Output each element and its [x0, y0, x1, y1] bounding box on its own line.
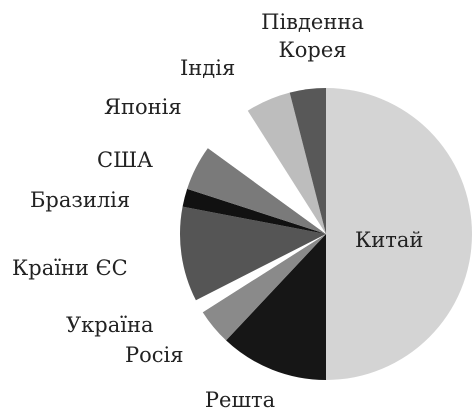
pie-slice: [202, 234, 326, 341]
slice-label: Україна: [66, 313, 154, 337]
slice-label: США: [97, 148, 153, 172]
pie-slice: [289, 88, 326, 234]
slice-label: Країни ЄС: [12, 256, 128, 280]
pie-slice: [195, 234, 326, 313]
pie-slice: [207, 110, 326, 234]
slice-label: Японія: [104, 95, 182, 119]
slice-label: Південна Корея: [261, 10, 364, 62]
pie-slice: [247, 92, 326, 235]
slice-label: Індія: [180, 56, 236, 80]
slice-label: Китай: [355, 228, 424, 252]
pie-slice: [326, 88, 472, 380]
pie-slice: [187, 148, 326, 234]
pie-slice: [182, 188, 326, 234]
slice-label: Бразилія: [30, 188, 131, 212]
pie-slice: [226, 234, 326, 380]
slice-label: Решта: [204, 388, 276, 412]
slice-label: Росія: [125, 343, 184, 367]
pie-slice: [180, 206, 326, 301]
